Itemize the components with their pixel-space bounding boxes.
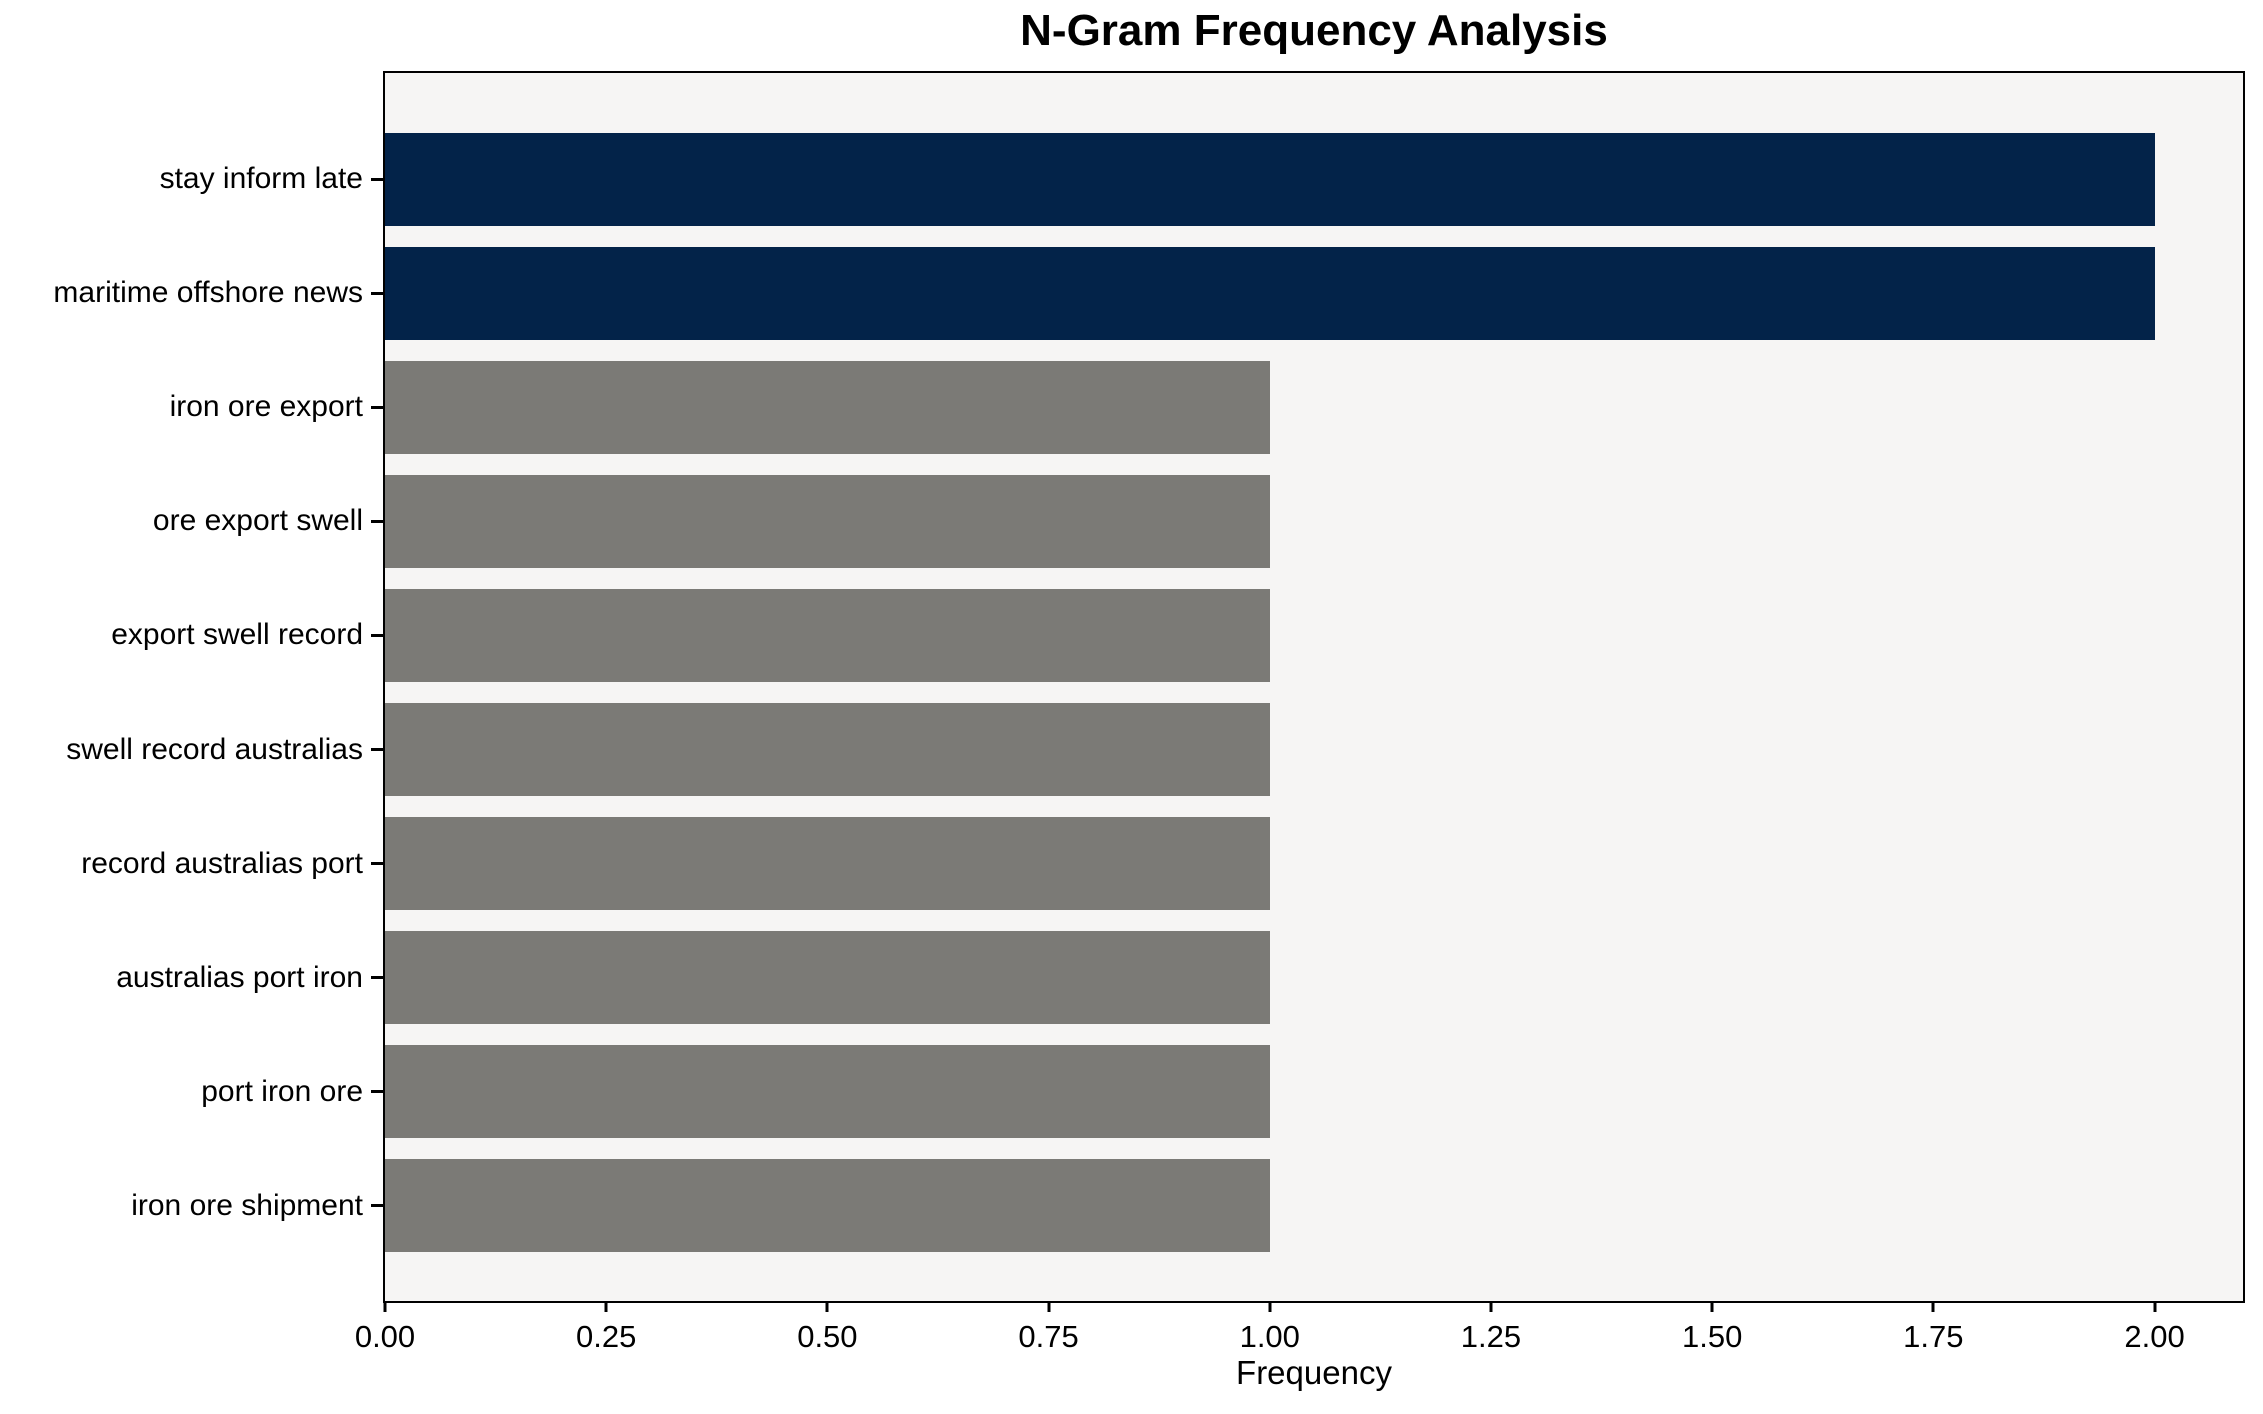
x-tick-label: 0.75 (1018, 1319, 1079, 1354)
x-tick-mark (604, 1301, 608, 1312)
y-tick-mark (371, 291, 385, 295)
y-axis-label: record australias port (81, 846, 363, 880)
y-tick-mark (371, 405, 385, 409)
x-tick-mark (1047, 1301, 1051, 1312)
y-tick-mark (371, 519, 385, 523)
bar (385, 132, 2155, 226)
y-axis-label: ore export swell (152, 504, 363, 538)
y-axis-label: iron ore export (169, 390, 363, 424)
x-tick-mark (2153, 1301, 2157, 1312)
y-tick-mark (371, 1204, 385, 1208)
bar (385, 1045, 1270, 1139)
y-axis-label: stay inform late (159, 162, 363, 195)
bar (385, 588, 1270, 682)
x-tick-label: 1.25 (1460, 1319, 1522, 1354)
y-tick-mark (371, 976, 385, 980)
y-axis-label: maritime offshore news (53, 276, 363, 310)
x-tick-label: 0.00 (354, 1319, 416, 1354)
x-tick-mark (1268, 1301, 1272, 1312)
x-tick-label: 1.75 (1903, 1319, 1964, 1354)
y-tick-mark (371, 633, 385, 637)
bar (385, 1159, 1270, 1253)
bar (385, 703, 1270, 796)
y-axis-label: port iron ore (201, 1074, 363, 1108)
x-tick-label: 1.00 (1239, 1319, 1300, 1354)
x-axis-title: Frequency (1236, 1354, 1392, 1391)
x-tick-label: 2.00 (2124, 1319, 2185, 1354)
x-tick-label: 0.50 (797, 1319, 858, 1354)
bar (385, 931, 1270, 1025)
x-tick-mark (1489, 1301, 1493, 1312)
y-axis-label: iron ore shipment (131, 1188, 363, 1222)
x-tick-mark (383, 1301, 387, 1312)
y-axis-label: australias port iron (116, 960, 363, 994)
bar (385, 474, 1270, 568)
chart-title: N-Gram Frequency Analysis (1020, 6, 1608, 55)
y-tick-mark (371, 1090, 385, 1094)
x-tick-mark (1931, 1301, 1935, 1312)
y-tick-mark (371, 177, 385, 181)
y-axis-label: export swell record (111, 618, 363, 652)
y-tick-mark (371, 862, 385, 866)
y-tick-mark (371, 748, 385, 751)
bar (385, 246, 2155, 340)
bar (385, 360, 1270, 454)
x-tick-mark (1710, 1301, 1714, 1312)
x-tick-label: 1.50 (1681, 1319, 1743, 1354)
x-tick-label: 0.25 (576, 1319, 637, 1354)
plot-area: stay inform late maritime offshore news ir… (53, 71, 2245, 1354)
y-axis-label: swell record australias (66, 732, 363, 766)
bar (385, 817, 1270, 911)
x-tick-mark (825, 1301, 829, 1312)
